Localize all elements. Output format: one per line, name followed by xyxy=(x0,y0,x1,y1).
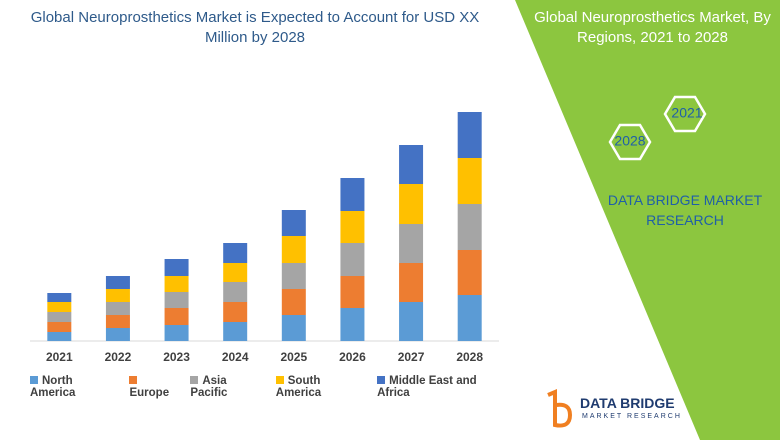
logo-name: DATA BRIDGE xyxy=(580,395,675,411)
legend-label: Europe xyxy=(129,387,170,399)
bar-segment xyxy=(105,276,130,289)
legend-label: South America xyxy=(275,375,322,399)
side-title: Global Neuroprosthetics Market, By Regio… xyxy=(534,9,771,46)
legend-swatch xyxy=(275,376,284,384)
bar-segment xyxy=(399,184,424,224)
bar-segment xyxy=(47,322,72,332)
legend-label: Asia Pacific xyxy=(190,375,228,399)
bar-segment xyxy=(47,302,72,312)
bar-segment xyxy=(281,210,306,236)
legend: North America Europe Asia Pacific South Ame… xyxy=(30,375,510,399)
x-tick-label: 2027 xyxy=(398,350,425,364)
legend-item: Asia Pacific xyxy=(190,375,265,399)
bar-segment xyxy=(457,204,482,250)
brand: DATA BRIDGE MARKET RESEARCH xyxy=(607,192,763,228)
hexagon xyxy=(608,123,652,161)
bar-segment xyxy=(47,312,72,322)
bar-segment xyxy=(164,276,189,292)
legend-swatch xyxy=(129,376,138,384)
bar-segment xyxy=(223,322,248,341)
bar-segment xyxy=(105,289,130,302)
bar-segment xyxy=(340,308,365,341)
bar-segment xyxy=(223,263,248,282)
logo-tagline: MARKET RESEARCH xyxy=(582,413,682,420)
legend-item: North America xyxy=(30,375,119,399)
bar-segment xyxy=(399,302,424,341)
bar-segment xyxy=(223,282,248,302)
x-tick-label: 2024 xyxy=(222,350,249,364)
x-tick-label: 2026 xyxy=(339,350,366,364)
bar-segment xyxy=(281,315,306,341)
bar-segment xyxy=(281,289,306,315)
bar-segment xyxy=(47,332,72,341)
bar-segment xyxy=(457,250,482,295)
legend-item: Europe xyxy=(129,375,180,399)
bar-segment xyxy=(105,302,130,315)
bar-segment xyxy=(457,158,482,204)
logo-icon xyxy=(547,388,573,428)
bar-segment xyxy=(399,224,424,263)
legend-item: Middle East and Africa xyxy=(377,375,510,399)
x-tick-label: 2028 xyxy=(456,350,483,364)
hex-label: 2028 xyxy=(614,133,645,149)
bar-segment xyxy=(164,325,189,341)
legend-swatch xyxy=(30,376,38,384)
bar-segment xyxy=(105,328,130,341)
bar-segment xyxy=(164,308,189,325)
x-tick-label: 2021 xyxy=(46,350,73,364)
green-panel xyxy=(515,0,780,440)
legend-swatch xyxy=(377,376,386,384)
legend-label: Middle East and Africa xyxy=(377,375,477,399)
bar-segment xyxy=(340,178,365,211)
bar-segment xyxy=(340,243,365,276)
bar-segment xyxy=(399,263,424,302)
bar-segment xyxy=(164,292,189,308)
hex-label: 2021 xyxy=(671,105,702,121)
bar-segment xyxy=(105,315,130,328)
bar-segment xyxy=(164,259,189,276)
chart-title: Global Neuroprosthetics Market is Expect… xyxy=(30,9,480,46)
bar-segment xyxy=(457,295,482,341)
bar-segment xyxy=(281,236,306,263)
bar-segment xyxy=(223,302,248,322)
bar-segment xyxy=(340,276,365,308)
bar-segment xyxy=(340,211,365,243)
hexagon xyxy=(663,95,707,133)
legend-swatch xyxy=(190,376,199,384)
legend-item: South America xyxy=(275,375,367,399)
x-tick-label: 2022 xyxy=(105,350,132,364)
bar-segment xyxy=(47,293,72,302)
bar-segment xyxy=(281,263,306,289)
x-tick-label: 2025 xyxy=(280,350,307,364)
bar-segment xyxy=(223,243,248,263)
bar-segment xyxy=(457,112,482,158)
legend-label: North America xyxy=(30,375,76,399)
bar-segment xyxy=(399,145,424,184)
x-tick-label: 2023 xyxy=(163,350,190,364)
